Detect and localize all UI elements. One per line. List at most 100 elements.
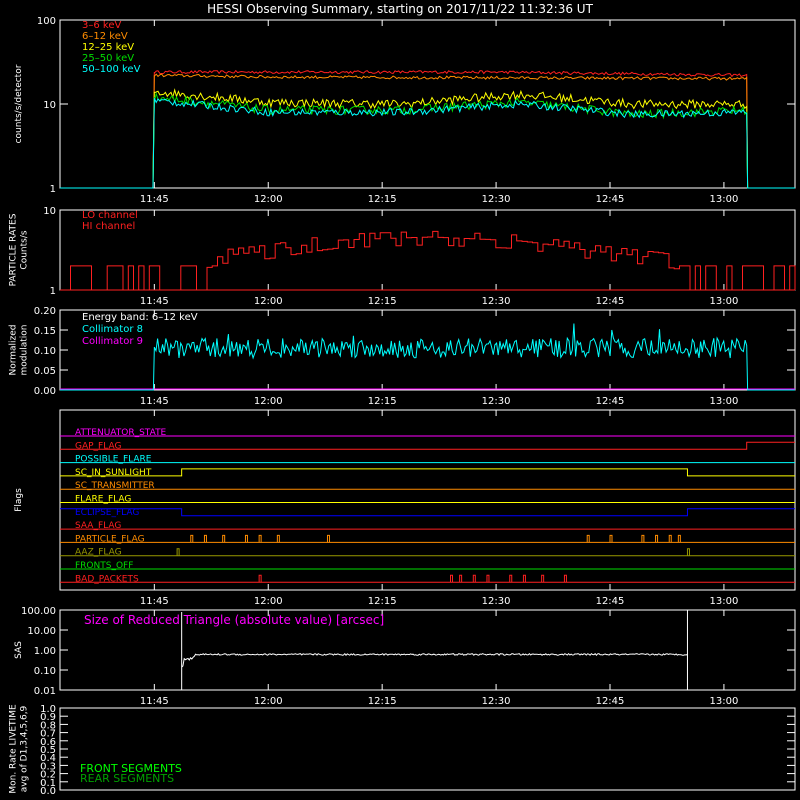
sas-ytick-label: 0.10 [34,666,56,677]
modulation-legend-c9: Collimator 9 [82,336,143,347]
sas-ytick-label: 100.00 [21,606,56,617]
flags-row-label: SAA_FLAG [75,521,121,531]
particles-ylabel: PARTICLE RATES [9,213,19,286]
flags-row-line [60,574,795,583]
flags-row-line [60,548,795,557]
flags-row-line [60,468,795,477]
livetime-ytick-label: 0.3 [40,761,56,772]
counts-xtick-label: 12:15 [368,194,397,205]
particles-xtick-label: 12:30 [482,296,511,307]
counts-ylabel-group: counts/s/detector [14,64,24,143]
sas-xtick-label: 11:45 [140,696,169,707]
counts-series-1 [60,73,795,189]
modulation-ytick-label: 0.00 [34,386,56,397]
sas-xtick-label: 12:30 [482,696,511,707]
livetime-legend-front: FRONT SEGMENTS [80,762,182,775]
livetime-ytick-label: 0.2 [40,770,56,781]
livetime-legend-rear: REAR SEGMENTS [80,772,174,785]
particles-xtick-label: 13:00 [710,296,739,307]
counts-series-2 [60,88,795,189]
particles-lo-line [60,230,796,291]
modulation-xtick-label: 12:00 [254,396,283,407]
livetime-ytick-label: 0.1 [40,778,56,789]
livetime-ylabel-group: Mon. Rate LIVETIME avg of D1,3,4,5,6,9 [9,704,30,794]
livetime-ytick-label: 0.7 [40,729,56,740]
livetime-ytick-label: 1.0 [40,704,56,715]
flags-row-line [60,534,795,543]
modulation-ylabel-group: Normalized modulation [9,324,30,375]
flags-row-label: POSSIBLE_FLARE [75,455,152,465]
modulation-legend-band: Energy band: 6–12 keV [82,312,198,323]
flags-row-label: ECLIPSE_FLAG [75,508,139,518]
counts-ytick-label: 1 [50,184,56,195]
particles-ylabel: Counts/s [20,230,30,269]
flags-row-label: SC_TRANSMITTER [75,481,155,491]
modulation-xtick-label: 12:45 [596,396,625,407]
flags-row-label: AAZ_FLAG [75,548,122,558]
livetime-ytick-label: 0.8 [40,720,56,731]
particles-ytick-label: 1 [50,286,56,297]
modulation-ytick-label: 0.05 [34,366,56,377]
counts-legend-entry: 25–50 keV [82,53,134,64]
flags-row-label: ATTENUATOR_STATE [75,428,167,438]
counts-series-0 [60,69,795,189]
chart-title: HESSI Observing Summary, starting on 201… [207,2,593,16]
particles-legend-hi: HI channel [82,221,135,232]
counts-xtick-label: 12:30 [482,194,511,205]
particles-xtick-label: 12:15 [368,296,397,307]
counts-ytick-label: 10 [43,100,56,111]
particles-ylabel-group: PARTICLE RATES Counts/s [9,213,30,286]
flags-xtick-label: 13:00 [710,596,739,607]
sas-xtick-label: 12:15 [368,696,397,707]
flags-xtick-label: 12:30 [482,596,511,607]
livetime-ylabel: Mon. Rate LIVETIME [9,704,19,794]
modulation-xtick-label: 12:15 [368,396,397,407]
modulation-ytick-label: 0.20 [34,306,56,317]
counts-series-3 [60,91,795,189]
flags-xtick-label: 12:00 [254,596,283,607]
sas-xtick-label: 13:00 [710,696,739,707]
sas-ytick-label: 0.01 [34,686,56,697]
modulation-xtick-label: 11:45 [140,396,169,407]
counts-series-4 [60,97,795,189]
flags-row-label: BAD_PACKETS [75,574,139,584]
flags-plot-frame [59,409,796,591]
sas-xtick-label: 12:00 [254,696,283,707]
flags-row-label: FLARE_FLAG [75,495,131,505]
flags-row-line [60,441,795,450]
modulation-ylabel: modulation [20,325,30,376]
flags-row-label: SC_IN_SUNLIGHT [75,468,152,478]
counts-legend-entry: 12–25 keV [82,42,134,53]
livetime-ylabel: avg of D1,3,4,5,6,9 [20,705,30,792]
particles-legend-lo: LO channel [82,210,138,221]
particles-xtick-label: 12:00 [254,296,283,307]
flags-ylabel: Flags [14,488,24,512]
flags-xtick-label: 12:45 [596,596,625,607]
modulation-collimator8-line [60,323,795,391]
livetime-ytick-label: 0.9 [40,712,56,723]
flags-row-label: PARTICLE_FLAG [75,534,145,544]
livetime-ytick-label: 0.0 [40,786,56,797]
particles-xtick-label: 12:45 [596,296,625,307]
counts-xtick-label: 11:45 [140,194,169,205]
sas-ytick-label: 1.00 [34,646,56,657]
flags-row-label: GAP_FLAG [75,441,121,451]
livetime-ytick-label: 0.5 [40,745,56,756]
flags-row-line [60,508,795,517]
modulation-ytick-label: 0.15 [34,326,56,337]
flags-xtick-label: 12:15 [368,596,397,607]
livetime-ytick-label: 0.4 [40,753,56,764]
flags-xtick-label: 11:45 [140,596,169,607]
counts-xtick-label: 13:00 [710,194,739,205]
modulation-xtick-label: 12:30 [482,396,511,407]
sas-xtick-label: 12:45 [596,696,625,707]
sas-ytick-label: 10.00 [27,626,56,637]
modulation-ytick-label: 0.10 [34,346,56,357]
modulation-xtick-label: 13:00 [710,396,739,407]
counts-legend-entry: 50–100 keV [82,64,141,75]
sas-ylabel: SAS [14,641,24,659]
particles-ytick-label: 10 [43,206,56,217]
sas-ylabel-group: SAS [14,641,24,659]
counts-legend-entry: 6–12 keV [82,31,128,42]
